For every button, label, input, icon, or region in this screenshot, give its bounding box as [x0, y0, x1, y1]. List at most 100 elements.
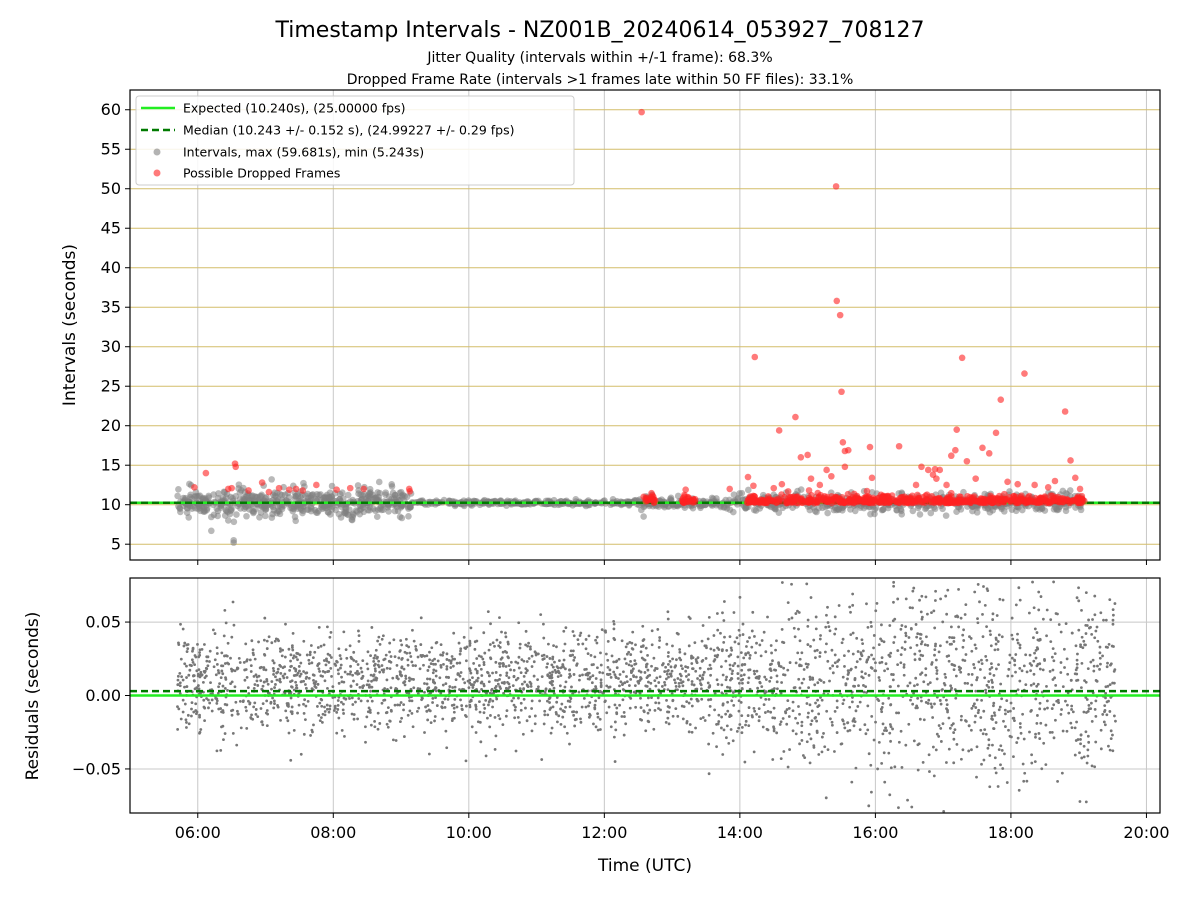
residual-point [1089, 701, 1093, 705]
residual-point [988, 785, 992, 789]
residual-point [415, 648, 418, 652]
residual-point [530, 665, 534, 668]
residual-point [399, 670, 402, 674]
residual-point [563, 685, 567, 689]
residual-point [348, 672, 352, 676]
residual-point [787, 617, 791, 621]
intervals-y-tick-label: 40 [101, 258, 121, 277]
residual-point [638, 691, 642, 695]
residual-point [1090, 632, 1094, 636]
residual-point [1020, 669, 1024, 673]
residual-point [880, 623, 883, 627]
residual-point [233, 685, 237, 689]
residual-point [624, 722, 628, 726]
interval-point [871, 510, 878, 518]
residual-point [232, 623, 236, 627]
residual-point [779, 757, 783, 761]
residual-point [1075, 596, 1079, 600]
residual-point [584, 705, 588, 709]
residual-point [709, 698, 713, 701]
residual-point [674, 664, 678, 668]
residual-point [797, 705, 800, 708]
residual-point [728, 663, 732, 667]
chart-title: Timestamp Intervals - NZ001B_20240614_05… [275, 18, 925, 43]
residual-point [376, 727, 380, 731]
residual-point [296, 658, 299, 662]
residual-point [837, 658, 841, 662]
residual-point [351, 673, 355, 677]
residual-point [367, 686, 371, 689]
residual-point [366, 679, 370, 683]
interval-point [214, 512, 221, 520]
residual-point [728, 635, 732, 639]
residual-point [766, 615, 769, 619]
residual-point [1043, 707, 1047, 711]
residual-point [997, 708, 1001, 712]
residual-point [899, 627, 903, 631]
residual-point [744, 653, 748, 657]
residual-point [217, 671, 221, 675]
residual-point [473, 640, 477, 644]
residual-point [564, 680, 568, 684]
residual-point [380, 637, 384, 641]
residual-point [458, 674, 462, 678]
residual-point [1022, 779, 1026, 783]
residual-point [488, 643, 492, 646]
residual-point [867, 673, 871, 677]
interval-point [375, 478, 383, 486]
residual-point [295, 673, 299, 677]
residual-point [797, 627, 800, 631]
residual-point [641, 624, 645, 628]
residual-point [407, 692, 411, 695]
interval-point [878, 506, 886, 514]
residual-point [360, 670, 364, 674]
residual-point [1089, 660, 1093, 664]
residual-point [186, 713, 190, 717]
residual-point [922, 718, 926, 722]
residual-point [941, 722, 945, 726]
residual-point [684, 665, 687, 669]
interval-point [207, 513, 215, 521]
residual-point [1040, 767, 1044, 771]
residual-point [252, 675, 256, 678]
residual-point [772, 729, 776, 733]
interval-point [328, 493, 335, 500]
residual-point [176, 705, 179, 708]
residual-point [1065, 703, 1069, 707]
residual-point [1098, 651, 1102, 655]
residual-point [817, 753, 821, 756]
residual-point [780, 627, 784, 631]
residual-point [265, 647, 269, 650]
residual-point [565, 731, 569, 735]
residual-point [657, 645, 661, 649]
residual-point [503, 680, 506, 684]
residual-point [1104, 618, 1108, 622]
residual-point [937, 735, 941, 738]
interval-point [738, 489, 746, 497]
dropped-frame-point [682, 486, 689, 493]
residual-point [794, 661, 798, 665]
interval-point [328, 482, 336, 490]
residual-point [924, 595, 928, 599]
residual-point [383, 687, 387, 690]
residual-point [939, 644, 942, 648]
dropped-frame-point [1051, 477, 1059, 485]
residual-point [372, 678, 376, 682]
residual-point [560, 702, 564, 706]
residual-point [328, 704, 332, 708]
residual-point [939, 740, 943, 743]
residual-point [848, 605, 852, 609]
residual-point [607, 705, 611, 709]
residual-point [229, 656, 232, 660]
residual-point [976, 617, 979, 621]
residual-point [693, 641, 697, 645]
dropped-frame-point [751, 353, 759, 361]
residual-point [1037, 608, 1041, 612]
residual-point [613, 760, 617, 763]
residual-point [400, 674, 403, 678]
residual-point [1052, 659, 1056, 663]
residual-point [512, 696, 515, 700]
residual-point [202, 705, 206, 709]
residual-point [316, 646, 320, 649]
residual-point [870, 714, 874, 718]
